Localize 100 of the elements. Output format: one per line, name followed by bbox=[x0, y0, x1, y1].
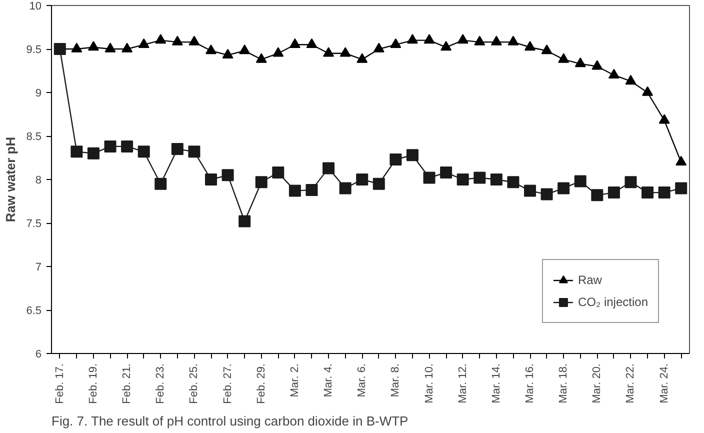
point bbox=[155, 34, 166, 44]
point bbox=[440, 40, 452, 51]
point bbox=[239, 44, 250, 54]
point bbox=[574, 58, 586, 68]
point bbox=[356, 174, 368, 186]
point bbox=[122, 42, 133, 52]
point bbox=[591, 189, 604, 202]
y-tick-label: 6.5 bbox=[26, 305, 42, 317]
point bbox=[171, 143, 184, 156]
point bbox=[121, 140, 134, 152]
x-tick-label: Mar. 10. bbox=[423, 363, 436, 404]
point bbox=[222, 169, 234, 182]
point bbox=[642, 186, 654, 199]
point bbox=[372, 178, 385, 190]
x-tick-label: Mar. 22. bbox=[624, 363, 637, 404]
point bbox=[440, 166, 452, 179]
point bbox=[339, 182, 352, 194]
x-tick-label: Mar. 6. bbox=[356, 364, 368, 398]
point bbox=[54, 43, 66, 55]
point bbox=[524, 184, 536, 197]
point bbox=[524, 40, 536, 51]
y-tick-label: 6 bbox=[35, 348, 42, 360]
x-tick-label: Feb. 19. bbox=[87, 364, 100, 404]
point bbox=[104, 140, 116, 152]
y-tick-label: 7 bbox=[35, 262, 42, 274]
point bbox=[406, 34, 418, 44]
point bbox=[642, 86, 654, 96]
point bbox=[306, 38, 318, 48]
point bbox=[356, 53, 368, 63]
point bbox=[205, 174, 217, 186]
y-axis-title: Raw water pH bbox=[3, 136, 18, 222]
x-tick-label: Mar. 24. bbox=[658, 363, 670, 404]
point bbox=[222, 48, 234, 58]
point bbox=[456, 174, 469, 186]
point bbox=[272, 166, 284, 179]
y-tick-label: 10 bbox=[29, 0, 42, 12]
x-tick-label: Mar. 20. bbox=[591, 363, 604, 404]
y-tick-label: 9.5 bbox=[26, 44, 42, 56]
point bbox=[306, 184, 318, 196]
point bbox=[675, 182, 688, 194]
point bbox=[70, 146, 83, 158]
x-tick-label: Feb. 23. bbox=[154, 364, 167, 404]
point bbox=[322, 162, 335, 174]
point bbox=[323, 47, 334, 57]
point bbox=[658, 186, 670, 199]
point bbox=[138, 38, 150, 48]
point bbox=[574, 175, 586, 188]
legend-label: CO₂ injection bbox=[578, 295, 648, 309]
point bbox=[625, 74, 636, 85]
point bbox=[256, 53, 267, 63]
point bbox=[104, 42, 116, 52]
point bbox=[608, 186, 620, 199]
point bbox=[658, 114, 670, 124]
legend-label: Raw bbox=[578, 273, 602, 287]
point bbox=[592, 60, 603, 70]
caption: Fig. 7. The result of pH control using carbon dioxide in B-WTP bbox=[52, 414, 408, 428]
point bbox=[87, 147, 100, 160]
point bbox=[541, 44, 552, 54]
x-tick-label: Mar. 16. bbox=[524, 363, 536, 404]
point bbox=[490, 36, 502, 46]
point bbox=[238, 215, 251, 228]
x-tick-label: Feb. 21. bbox=[121, 364, 134, 404]
x-tick-label: Feb. 25. bbox=[188, 364, 200, 404]
point bbox=[390, 153, 402, 166]
point bbox=[289, 38, 300, 48]
point bbox=[88, 40, 99, 51]
x-tick-label: Mar. 12. bbox=[456, 363, 469, 404]
point bbox=[608, 68, 620, 78]
x-tick-label: Mar. 18. bbox=[558, 363, 570, 404]
point bbox=[188, 36, 200, 46]
y-tick-label: 9 bbox=[35, 88, 42, 100]
point bbox=[188, 146, 200, 158]
y-tick-label: 7.5 bbox=[26, 218, 42, 230]
point bbox=[340, 47, 351, 57]
point bbox=[406, 149, 418, 162]
y-tick-label: 8 bbox=[35, 174, 42, 186]
x-tick-label: Feb. 17. bbox=[54, 364, 66, 404]
point bbox=[558, 53, 570, 63]
point bbox=[474, 172, 486, 184]
point bbox=[676, 156, 687, 166]
point bbox=[390, 38, 402, 48]
point bbox=[272, 47, 284, 57]
point bbox=[558, 182, 570, 194]
point bbox=[373, 42, 384, 52]
x-tick-label: Mar. 14. bbox=[490, 363, 502, 404]
point bbox=[474, 36, 486, 46]
x-tick-label: Mar. 2. bbox=[288, 364, 301, 398]
x-tick-label: Feb. 29. bbox=[255, 364, 268, 404]
point bbox=[507, 176, 520, 188]
point bbox=[138, 146, 150, 158]
point bbox=[206, 44, 216, 54]
y-tick-label: 8.5 bbox=[26, 131, 42, 143]
point bbox=[288, 184, 301, 197]
x-tick-label: Mar. 4. bbox=[322, 364, 335, 398]
point bbox=[154, 178, 167, 190]
point bbox=[540, 188, 553, 200]
point bbox=[71, 42, 82, 52]
point bbox=[423, 172, 436, 184]
point bbox=[508, 36, 519, 46]
point bbox=[424, 34, 435, 44]
